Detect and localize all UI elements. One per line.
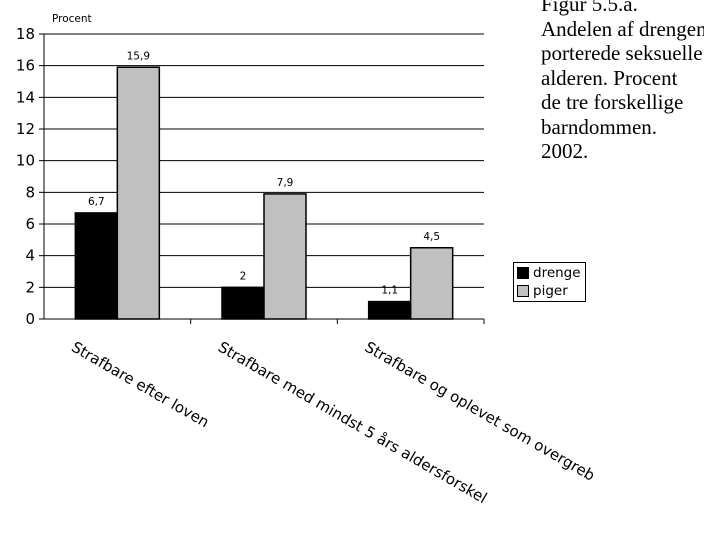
x-category-label: Strafbare med mindst 5 års aldersforskel [215, 338, 490, 507]
bar-drenge [74, 212, 119, 320]
legend-label: piger [533, 283, 568, 299]
legend-swatch-piger [517, 285, 529, 297]
data-label: 2 [240, 270, 247, 282]
y-tick-label: 18 [16, 25, 35, 43]
y-axis-label: Procent [52, 13, 92, 25]
caption-line: alderen. Procent [541, 65, 678, 90]
bar-piger [409, 247, 454, 320]
y-tick-label: 16 [16, 57, 35, 75]
bar-drenge [367, 300, 412, 320]
caption-line: Figur 5.5.a. [541, 0, 638, 16]
y-tick-label: 6 [25, 215, 35, 233]
data-label: 1,1 [381, 285, 398, 297]
data-label: 7,9 [277, 177, 294, 189]
bar-piger [263, 193, 307, 320]
figure-caption: Figur 5.5.a. Andelen af drengene portere… [541, 0, 704, 164]
x-category-label: Strafbare efter loven [68, 338, 212, 432]
data-label: 4,5 [423, 231, 440, 243]
y-tick-label: 8 [25, 183, 35, 201]
bar-drenge [221, 286, 265, 320]
legend-swatch-drenge [517, 267, 529, 279]
caption-line: Andelen af drengene [541, 16, 704, 41]
caption-line: de tre forskellige [541, 90, 684, 114]
data-label: 6,7 [88, 196, 105, 208]
x-category-label: Strafbare og oplevet som overgreb [362, 338, 598, 485]
legend-label: drenge [533, 265, 581, 281]
y-tick-label: 0 [25, 310, 35, 328]
y-tick-label: 14 [16, 88, 35, 106]
caption-line: porterede seksuelle [541, 41, 703, 65]
y-tick-label: 4 [25, 247, 35, 265]
y-tick-label: 10 [16, 152, 35, 170]
legend-item-piger: piger [517, 282, 581, 300]
legend: drenge piger [513, 262, 586, 302]
legend-item-drenge: drenge [517, 264, 581, 282]
caption-line: 2002. [541, 139, 589, 163]
bar-piger [116, 66, 161, 320]
y-tick-label: 12 [16, 120, 35, 138]
y-tick-label: 2 [25, 278, 35, 296]
data-label: 15,9 [127, 50, 150, 62]
caption-line: barndommen. [541, 114, 658, 139]
